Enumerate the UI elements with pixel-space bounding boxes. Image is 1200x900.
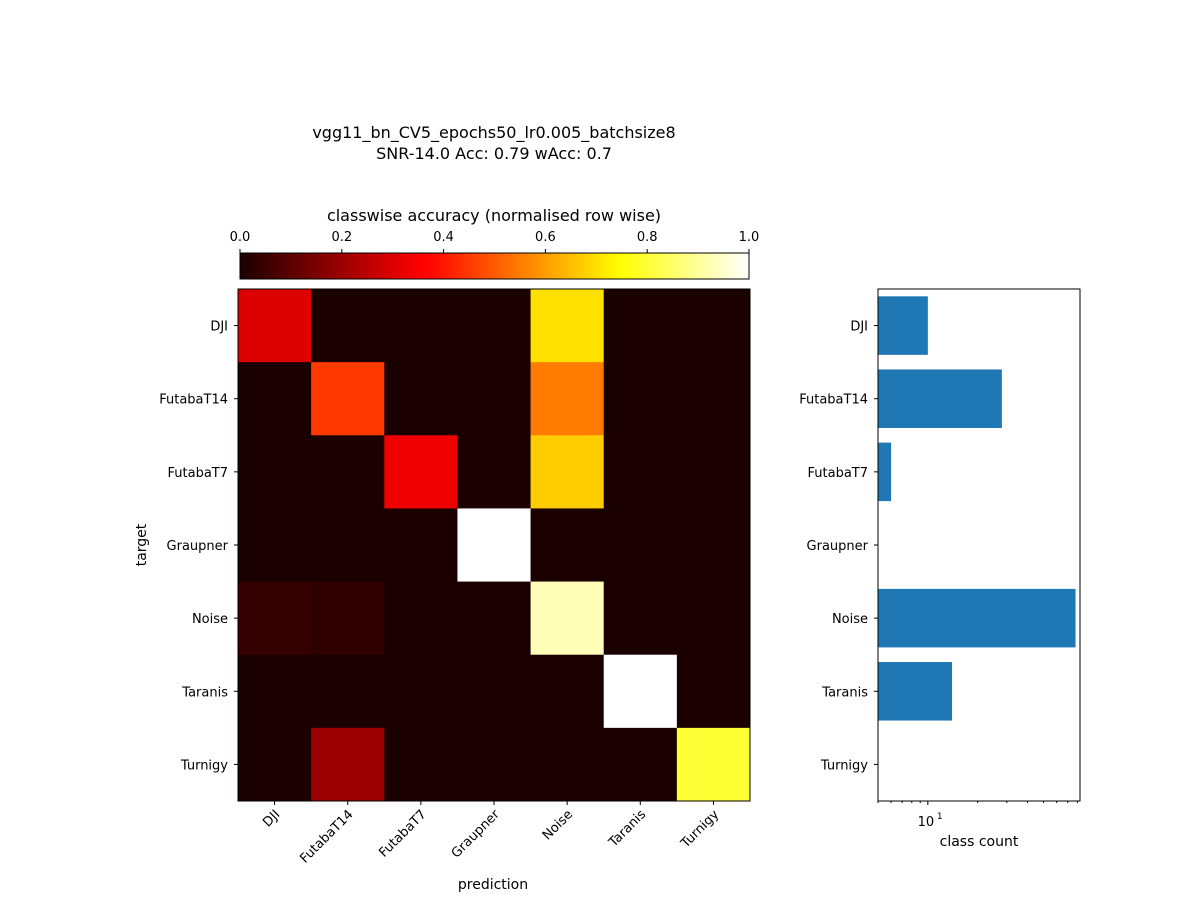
- heatmap-cell-noise-noise: [530, 581, 605, 656]
- heatmap-cell-dji-dji: [238, 289, 312, 363]
- figure-title-line1: vgg11_bn_CV5_epochs50_lr0.005_batchsize8: [312, 123, 675, 143]
- heatmap-x-tick-label-dji: DJI: [260, 807, 283, 830]
- heatmap-cell-noise-futabat14: [311, 581, 385, 656]
- heatmap-cell-noise-taranis: [603, 581, 678, 656]
- colorbar-tick-label: 0.8: [637, 230, 658, 245]
- heatmap-cell-graupner-noise: [530, 508, 605, 583]
- heatmap-y-tick-label-futabat7: FutabaT7: [168, 466, 229, 481]
- bar-axes-frame: [877, 288, 1081, 802]
- heatmap-cell-taranis-taranis: [603, 654, 678, 729]
- heatmap-cell-futabat7-noise: [530, 435, 605, 509]
- heatmap-cell-taranis-futabat7: [384, 654, 458, 729]
- heatmap-cell-turnigy-futabat7: [384, 727, 458, 802]
- heatmap-y-tick-label-futabat14: FutabaT14: [159, 393, 228, 408]
- bar-y-tick-label-graupner: Graupner: [807, 539, 869, 554]
- heatmap-y-tick-label-noise: Noise: [192, 612, 228, 627]
- bar-y-tick-label-dji: DJI: [850, 320, 868, 335]
- heatmap-cell-futabat14-futabat14: [311, 362, 385, 436]
- heatmap-cell-futabat7-futabat7: [384, 435, 458, 509]
- heatmap-y-tick-label-turnigy: Turnigy: [180, 758, 228, 773]
- heatmap-cell-futabat7-taranis: [603, 435, 678, 509]
- heatmap-cell-futabat14-turnigy: [676, 362, 751, 436]
- bar-y-tick-label-futabat7: FutabaT7: [808, 466, 869, 481]
- heatmap-cell-graupner-taranis: [603, 508, 678, 583]
- heatmap-cell-graupner-dji: [238, 508, 312, 583]
- heatmap-y-tick-label-graupner: Graupner: [167, 539, 229, 554]
- colorbar-tick-label: 0.2: [331, 230, 352, 245]
- heatmap-cell-graupner-futabat14: [311, 508, 385, 583]
- heatmap-cell-dji-taranis: [603, 289, 678, 363]
- heatmap-cell-turnigy-noise: [530, 727, 605, 802]
- class-count-bar-chart: DJI FutabaT14 FutabaT7 Graupner Noise Taranis…: [799, 288, 1081, 830]
- colorbar-title: classwise accuracy (normalised row wise): [327, 206, 661, 225]
- heatmap-cell-dji-noise: [530, 289, 605, 363]
- bar-y-tick-label-taranis: Taranis: [821, 685, 868, 700]
- heatmap-y-tick-label-taranis: Taranis: [181, 685, 228, 700]
- heatmap-cell-noise-turnigy: [676, 581, 751, 656]
- heatmap-cell-futabat14-noise: [530, 362, 605, 436]
- bar-y-tick-label-noise: Noise: [832, 612, 868, 627]
- heatmap-cell-taranis-dji: [238, 654, 312, 729]
- heatmap-cell-taranis-noise: [530, 654, 605, 729]
- colorbar-tick-label: 1.0: [739, 230, 760, 245]
- count-bar-futabat7: [878, 442, 892, 502]
- heatmap-cell-graupner-futabat7: [384, 508, 458, 583]
- heatmap-cell-dji-turnigy: [676, 289, 751, 363]
- heatmap-cell-graupner-turnigy: [676, 508, 751, 583]
- heatmap-cell-graupner-graupner: [457, 508, 532, 583]
- count-bar-noise: [878, 588, 1076, 648]
- heatmap-cell-futabat14-graupner: [457, 362, 532, 436]
- heatmap-cell-dji-graupner: [457, 289, 532, 363]
- heatmap-x-tick-label-futabat7: FutabaT7: [376, 807, 429, 860]
- heatmap-x-label: prediction: [458, 877, 528, 893]
- colorbar-tick-label: 0.0: [230, 230, 251, 245]
- heatmap-cell-noise-dji: [238, 581, 312, 656]
- heatmap-cell-noise-graupner: [457, 581, 532, 656]
- heatmap-cell-futabat14-futabat7: [384, 362, 458, 436]
- heatmap-cell-dji-futabat7: [384, 289, 458, 363]
- count-bar-dji: [878, 296, 928, 355]
- heatmap-cell-taranis-futabat14: [311, 654, 385, 729]
- heatmap-cell-futabat14-taranis: [603, 362, 678, 436]
- figure-title-line2: SNR-14.0 Acc: 0.79 wAcc: 0.7: [376, 144, 612, 163]
- heatmap-cell-turnigy-turnigy: [676, 727, 751, 802]
- bar-y-tick-label-futabat14: FutabaT14: [799, 393, 868, 408]
- heatmap-cell-turnigy-graupner: [457, 727, 532, 802]
- bar-x-label: class count: [940, 834, 1019, 850]
- colorbar: 0.0 0.2 0.4 0.6 0.8 1.0: [230, 230, 760, 280]
- heatmap-cell-turnigy-dji: [238, 727, 312, 802]
- colorbar-tick-label: 0.6: [535, 230, 556, 245]
- heatmap-cell-futabat14-dji: [238, 362, 312, 436]
- heatmap-cell-futabat7-turnigy: [676, 435, 751, 509]
- colorbar-gradient: [239, 252, 750, 280]
- heatmap-cell-noise-futabat7: [384, 581, 458, 656]
- heatmap-cell-taranis-graupner: [457, 654, 532, 729]
- heatmap-x-tick-label-taranis: Taranis: [605, 807, 649, 851]
- count-bar-taranis: [878, 662, 953, 721]
- heatmap-cell-turnigy-taranis: [603, 727, 678, 802]
- heatmap-x-tick-label-turnigy: Turnigy: [678, 807, 723, 852]
- heatmap-x-tick-label-futabat14: FutabaT14: [297, 807, 356, 866]
- heatmap-x-tick-label-noise: Noise: [540, 807, 576, 843]
- colorbar-tick-label: 0.4: [433, 230, 454, 245]
- confusion-matrix-heatmap: DJI FutabaT14 FutabaT7 Graupner Noise Taranis…: [159, 288, 751, 866]
- heatmap-cell-dji-futabat14: [311, 289, 385, 363]
- heatmap-cell-taranis-turnigy: [676, 654, 751, 729]
- heatmap-y-label: target: [134, 523, 150, 566]
- heatmap-cell-futabat7-futabat14: [311, 435, 385, 509]
- heatmap-y-tick-label-dji: DJI: [210, 320, 228, 335]
- count-bar-futabat14: [878, 369, 1002, 428]
- bar-y-tick-label-turnigy: Turnigy: [820, 758, 868, 773]
- bar-x-tick-exponent: 1: [937, 812, 943, 822]
- heatmap-cell-futabat7-dji: [238, 435, 312, 509]
- heatmap-x-tick-label-graupner: Graupner: [449, 807, 504, 862]
- bar-x-tick-label: 10: [918, 815, 935, 830]
- heatmap-cell-turnigy-futabat14: [311, 727, 385, 802]
- heatmap-cell-futabat7-graupner: [457, 435, 532, 509]
